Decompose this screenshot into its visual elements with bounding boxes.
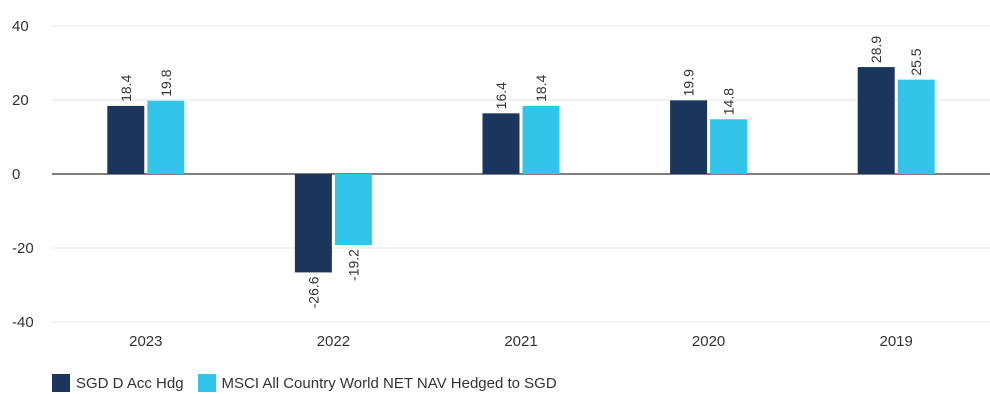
y-tick-label: 40 — [12, 18, 29, 35]
bar-series-1 — [107, 105, 145, 174]
bar-series-2 — [522, 105, 560, 174]
legend-label-series-1: SGD D Acc Hdg — [76, 374, 184, 392]
legend: SGD D Acc Hdg MSCI All Country World NET… — [52, 372, 571, 394]
bar-series-1 — [482, 113, 520, 174]
x-tick-label: 2019 — [880, 333, 913, 350]
y-tick-label: 20 — [12, 92, 29, 109]
legend-swatch-series-1 — [52, 374, 70, 392]
bar-series-2 — [334, 174, 372, 246]
data-label: 18.4 — [533, 74, 549, 101]
data-label: -26.6 — [305, 276, 321, 308]
data-label: -19.2 — [345, 249, 361, 281]
x-tick-label: 2022 — [317, 333, 350, 350]
y-tick-label: -20 — [12, 240, 34, 257]
legend-label-series-2: MSCI All Country World NET NAV Hedged to… — [221, 374, 557, 392]
data-label: 18.4 — [118, 74, 134, 101]
bar-series-2 — [897, 79, 935, 174]
bar-series-1 — [670, 100, 708, 174]
y-tick-label: -40 — [12, 314, 34, 331]
legend-item-series-2[interactable]: MSCI All Country World NET NAV Hedged to… — [197, 374, 557, 392]
data-label: 25.5 — [908, 48, 924, 75]
bar-series-2 — [710, 119, 748, 174]
data-label: 19.9 — [681, 69, 697, 96]
bar-series-1 — [294, 174, 332, 273]
data-label: 28.9 — [868, 36, 884, 63]
y-tick-label: 0 — [12, 166, 20, 183]
x-tick-label: 2021 — [504, 333, 537, 350]
bar-series-2 — [147, 100, 185, 174]
data-label: 14.8 — [721, 88, 737, 115]
legend-swatch-series-2 — [197, 374, 216, 392]
data-label: 19.8 — [158, 69, 174, 96]
x-tick-label: 2023 — [129, 333, 162, 350]
data-label: 16.4 — [493, 82, 509, 109]
x-tick-label: 2020 — [692, 333, 725, 350]
bar-series-1 — [857, 67, 895, 174]
legend-item-series-1[interactable]: SGD D Acc Hdg — [52, 374, 184, 392]
